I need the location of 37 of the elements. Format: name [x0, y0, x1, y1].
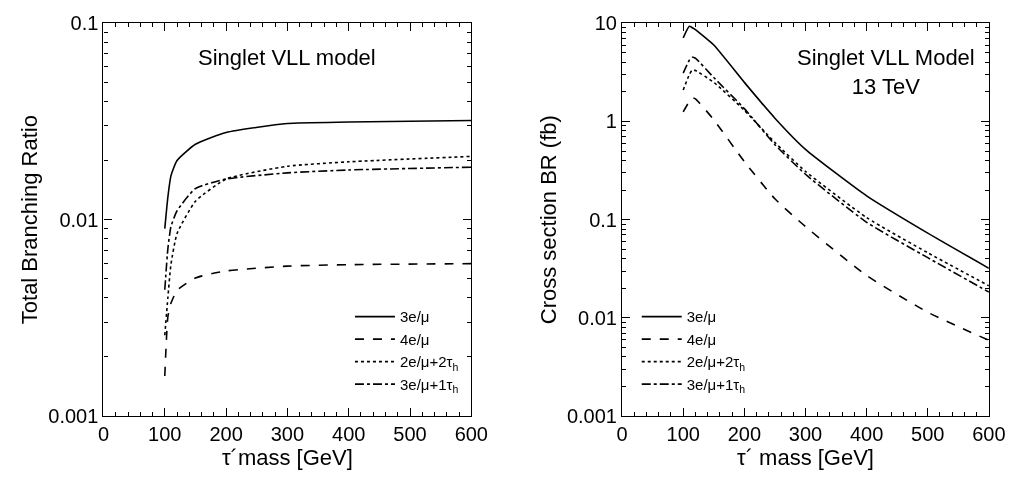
- x-tick-label: 300: [270, 423, 305, 446]
- y-tick-label: 1: [605, 110, 617, 133]
- x-tick-label: 100: [148, 423, 182, 446]
- x-tick-label: 200: [209, 423, 243, 446]
- x-tick-label: 100: [666, 423, 700, 446]
- legend-label: 2e/μ+2τ$_{h}$: [686, 353, 746, 373]
- y-axis-title: Cross section BR (fb): [535, 115, 561, 325]
- x-tick-label: 600: [972, 423, 1006, 446]
- legend-label: 4e/μ: [686, 330, 717, 348]
- x-tick-label: 600: [454, 423, 488, 446]
- x-tick-label: 500: [393, 423, 427, 446]
- legend-label: 3e/μ: [686, 308, 717, 326]
- y-tick-label: 0.1: [589, 208, 617, 231]
- x-tick-label: 400: [849, 423, 884, 446]
- x-tick-label: 300: [788, 423, 823, 446]
- x-tick-label: 0: [97, 423, 110, 446]
- x-tick-label: 400: [332, 423, 366, 446]
- y-tick-label: 0.001: [48, 405, 99, 428]
- x-axis-title: τ´ mass [GeV]: [736, 445, 875, 471]
- y-tick-label: 0.001: [566, 405, 617, 428]
- x-tick-label: 500: [911, 423, 945, 446]
- legend-label: 2e/μ+2τ$_{h}$: [399, 353, 459, 373]
- y-tick-label: 10: [594, 12, 617, 35]
- y-axis-title: Total Branching Ratio: [17, 115, 43, 325]
- x-tick-label: 200: [727, 423, 762, 446]
- text: Singlet VLL model: [198, 45, 376, 70]
- x-tick-label: 0: [616, 423, 628, 446]
- y-tick-label: 0.1: [70, 12, 99, 35]
- legend-label: 3e/μ+1τ$_{h}$: [399, 375, 459, 396]
- legend-label: 3e/μ+1τ$_{h}$: [686, 375, 746, 396]
- legend-label: 3e/μ: [399, 308, 430, 326]
- text: Singlet VLL Model: [797, 45, 975, 70]
- legend-label: 4e/μ: [399, 330, 430, 348]
- y-tick-label: 0.01: [59, 208, 99, 231]
- text: 13 TeV: [851, 73, 921, 99]
- x-axis-title: τ´mass [GeV]: [221, 445, 353, 471]
- y-tick-label: 0.01: [578, 306, 617, 329]
